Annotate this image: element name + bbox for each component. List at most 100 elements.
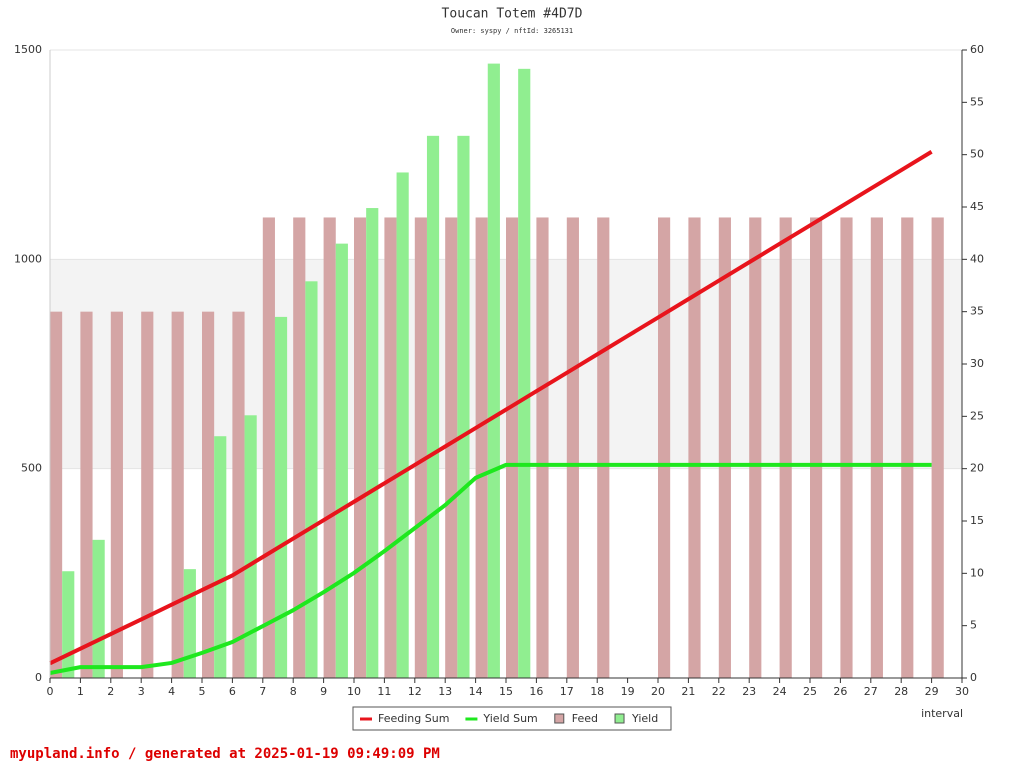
y2-tick-label: 60 (970, 43, 984, 56)
bar (445, 217, 458, 678)
x-axis-label: interval (921, 707, 963, 720)
footer: myupland.info / generated at 2025-01-19 … (10, 746, 440, 762)
bar (487, 63, 500, 678)
x-tick-label: 20 (651, 685, 665, 698)
x-tick-label: 2 (107, 685, 114, 698)
y2-tick-label: 5 (970, 619, 977, 632)
x-tick-label: 19 (621, 685, 635, 698)
bar (901, 217, 914, 678)
bar (597, 217, 610, 678)
x-tick-label: 23 (742, 685, 756, 698)
x-tick-label: 8 (290, 685, 297, 698)
bar (366, 208, 379, 678)
x-tick-label: 15 (499, 685, 513, 698)
bar (335, 243, 348, 678)
line-series (49, 462, 932, 675)
legend-label: Yield Sum (482, 712, 537, 725)
legend-box (352, 706, 672, 731)
bar (92, 539, 105, 678)
bar (214, 436, 227, 678)
x-tick-label: 1 (77, 685, 84, 698)
y2-tick-label: 40 (970, 252, 984, 265)
chart-title: Toucan Totem #4D7D (442, 7, 583, 22)
y2-tick-label: 55 (970, 95, 984, 108)
y2-tick-label: 35 (970, 305, 984, 318)
bar (354, 217, 367, 678)
legend: Feeding Sum Yield Sum Feed Yield (352, 706, 672, 731)
x-tick-label: 25 (803, 685, 817, 698)
x-tick-label: 27 (864, 685, 878, 698)
chart-subtitle: Owner: syspy / nftId: 3265131 (451, 27, 573, 35)
y2-tick-label: 30 (970, 357, 984, 370)
y-tick-label: 0 (35, 671, 42, 684)
bar (566, 217, 579, 678)
x-tick-label: 3 (138, 685, 145, 698)
legend-swatch (614, 713, 625, 724)
bar (457, 135, 470, 678)
x-tick-label: 6 (229, 685, 236, 698)
x-tick-label: 5 (199, 685, 206, 698)
x-tick-label: 17 (560, 685, 574, 698)
bar (506, 217, 519, 678)
bar (202, 311, 215, 678)
y2-tick-label: 20 (970, 462, 984, 475)
x-tick-label: 18 (590, 685, 604, 698)
y-tick-label: 500 (21, 462, 42, 475)
bar (426, 135, 440, 678)
y2-tick-label: 50 (970, 148, 984, 161)
bar (262, 217, 275, 678)
bar (305, 281, 318, 678)
bar (293, 217, 306, 678)
bar (171, 311, 184, 678)
bar (62, 571, 75, 678)
bar (80, 311, 93, 678)
y2-tick-label: 10 (970, 566, 984, 579)
x-tick-label: 13 (438, 685, 452, 698)
line-series (49, 150, 933, 666)
bar (274, 316, 288, 678)
bar (414, 217, 427, 678)
x-tick-label: 11 (377, 685, 391, 698)
bar (658, 217, 671, 678)
bar (779, 217, 792, 678)
x-tick-label: 9 (320, 685, 327, 698)
x-tick-label: 28 (894, 685, 908, 698)
y-tick-label: 1500 (14, 43, 42, 56)
y2-tick-label: 0 (970, 671, 977, 684)
bar (931, 217, 944, 678)
bar (749, 217, 762, 678)
bar (475, 217, 488, 678)
bar (323, 217, 336, 678)
x-tick-label: 4 (168, 685, 175, 698)
x-tick-label: 14 (469, 685, 483, 698)
y-tick-label: 1000 (14, 252, 42, 265)
x-tick-label: 16 (529, 685, 543, 698)
x-tick-label: 7 (259, 685, 266, 698)
x-tick-label: 12 (408, 685, 422, 698)
legend-label: Yield (631, 712, 658, 725)
x-tick-label: 24 (773, 685, 787, 698)
x-tick-label: 22 (712, 685, 726, 698)
x-tick-label: 30 (955, 685, 969, 698)
x-tick-label: 29 (925, 685, 939, 698)
bar (688, 217, 701, 678)
bar (50, 311, 63, 678)
bar (870, 217, 883, 678)
legend-label: Feeding Sum (378, 712, 449, 725)
legend-swatch (554, 713, 565, 724)
bar (232, 311, 245, 678)
bar (396, 172, 409, 678)
bar (518, 68, 531, 679)
bar (110, 311, 123, 678)
y2-tick-label: 45 (970, 200, 984, 213)
y2-tick-label: 25 (970, 409, 984, 422)
bar (244, 415, 257, 678)
bar (718, 217, 731, 678)
x-tick-label: 21 (681, 685, 695, 698)
bar (536, 217, 549, 678)
bar (141, 311, 154, 678)
bar (183, 569, 196, 678)
y2-tick-label: 15 (970, 514, 984, 527)
x-tick-label: 26 (833, 685, 847, 698)
bar (384, 217, 397, 678)
